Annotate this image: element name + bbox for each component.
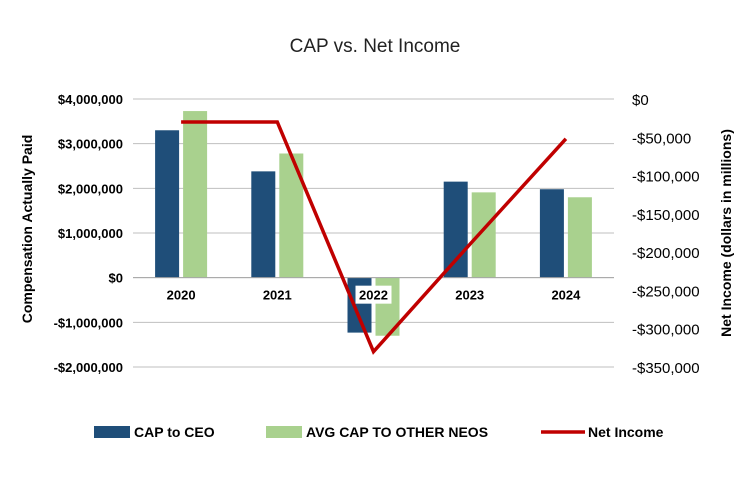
left-tick-label-4: $0 bbox=[109, 271, 123, 286]
bar-avg-cap-to-other-neos-2023 bbox=[471, 192, 496, 278]
category-label-2021: 2021 bbox=[263, 288, 292, 303]
bar-cap-to-ceo-2024 bbox=[539, 189, 564, 278]
bar-cap-to-ceo-2021 bbox=[251, 171, 276, 278]
right-tick-label-6: -$300,000 bbox=[632, 322, 700, 339]
right-tick-label-0: $0 bbox=[632, 92, 649, 109]
right-tick-label-3: -$150,000 bbox=[632, 207, 700, 224]
left-tick-label-6: -$2,000,000 bbox=[54, 360, 123, 375]
bar-avg-cap-to-other-neos-2024 bbox=[567, 197, 592, 278]
right-axis-title: Net Income (dollars in millions) bbox=[718, 129, 734, 337]
left-tick-label-1: $3,000,000 bbox=[58, 137, 123, 152]
category-label-bg-2022 bbox=[355, 285, 392, 304]
bar-avg-cap-to-other-neos-2020 bbox=[183, 111, 208, 278]
left-tick-label-3: $1,000,000 bbox=[58, 226, 123, 241]
legend-label-net-income: Net Income bbox=[588, 424, 664, 440]
net-income-line bbox=[181, 120, 568, 355]
net-income-line-layer bbox=[181, 120, 568, 355]
category-label-2024: 2024 bbox=[551, 288, 581, 303]
right-tick-label-1: -$50,000 bbox=[632, 130, 691, 147]
left-tick-label-5: -$1,000,000 bbox=[54, 315, 123, 330]
left-tick-label-0: $4,000,000 bbox=[58, 92, 123, 107]
legend-label-cap-to-ceo: CAP to CEO bbox=[134, 424, 215, 440]
category-labels: 2020 2021 2022 2023 2024 bbox=[167, 285, 581, 304]
bar-cap-to-ceo-2020 bbox=[155, 130, 180, 278]
legend-swatch-cap-to-ceo bbox=[94, 426, 130, 438]
legend-swatch-avg-cap-to-other-neos bbox=[266, 426, 302, 438]
chart-title: CAP vs. Net Income bbox=[290, 36, 461, 57]
right-tick-label-2: -$100,000 bbox=[632, 169, 700, 186]
right-tick-label-4: -$200,000 bbox=[632, 245, 700, 262]
left-axis-title: Compensation Actually Paid bbox=[19, 135, 35, 324]
legend: CAP to CEO AVG CAP TO OTHER NEOS Net Incom… bbox=[94, 424, 664, 440]
legend-label-avg-cap-to-other-neos: AVG CAP TO OTHER NEOS bbox=[306, 424, 488, 440]
category-label-2020: 2020 bbox=[167, 288, 196, 303]
right-axis-ticks: $0 -$50,000 -$100,000 -$150,000 -$200,000 -$2… bbox=[632, 92, 700, 377]
left-axis-ticks: $4,000,000 $3,000,000 $2,000,000 $1,000,000… bbox=[54, 92, 123, 375]
left-tick-label-2: $2,000,000 bbox=[58, 181, 123, 196]
category-label-2023: 2023 bbox=[455, 288, 484, 303]
bar-cap-to-ceo-2023 bbox=[443, 181, 468, 278]
right-tick-label-7: -$350,000 bbox=[632, 360, 700, 377]
right-tick-label-5: -$250,000 bbox=[632, 283, 700, 300]
category-label-2022: 2022 bbox=[359, 288, 388, 303]
